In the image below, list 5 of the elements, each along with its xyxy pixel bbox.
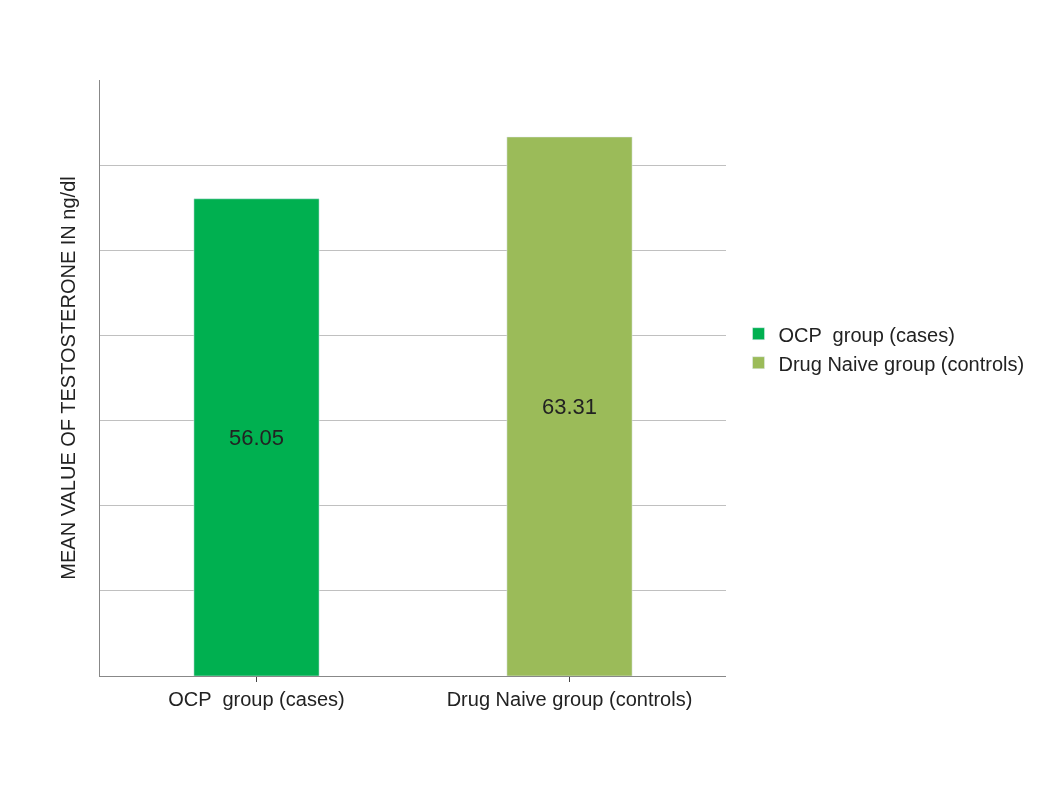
data-label: 56.05: [228, 424, 285, 450]
legend-label: OCP group (cases): [778, 323, 955, 346]
data-label: 63.31: [541, 393, 598, 419]
legend-label: Drug Naive group (controls): [778, 352, 1025, 375]
y-axis-title: MEAN VALUE OF TESTOSTERONE IN ng/dl: [57, 176, 80, 580]
